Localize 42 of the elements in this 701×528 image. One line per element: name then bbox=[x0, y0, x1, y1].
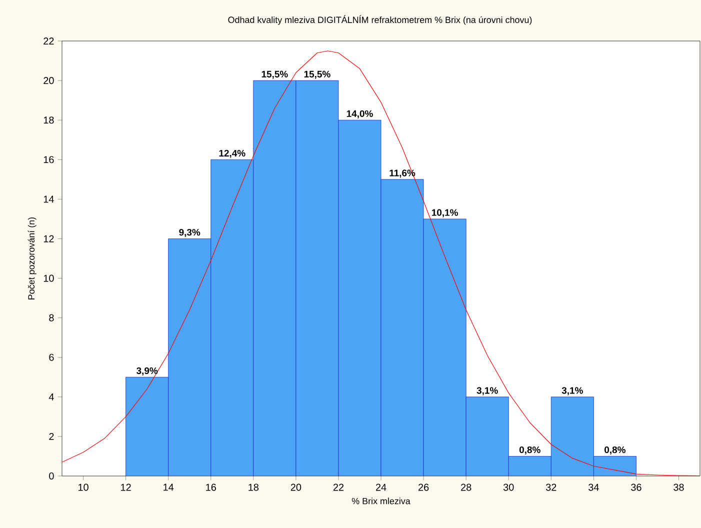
annotation: 0,8% bbox=[519, 446, 540, 455]
y-tick-label: 16 bbox=[44, 156, 54, 164]
y-tick-label: 14 bbox=[44, 196, 54, 203]
x-tick-label: 12 bbox=[121, 484, 131, 491]
annotation: 15,5% bbox=[304, 70, 330, 79]
x-tick-label: 22 bbox=[333, 484, 344, 491]
x-tick-label: 36 bbox=[631, 484, 642, 491]
y-tick-label: 6 bbox=[49, 354, 54, 361]
x-tick-label: 26 bbox=[418, 484, 429, 491]
x-tick-label: 16 bbox=[206, 484, 216, 491]
annotation: 9,3% bbox=[179, 228, 200, 238]
y-tick-label: 10 bbox=[44, 274, 54, 282]
annotation: 10,1% bbox=[432, 209, 458, 218]
x-tick-label: 18 bbox=[248, 484, 259, 491]
annotation: 3,1% bbox=[476, 387, 498, 396]
annotation: 0,8% bbox=[604, 446, 626, 455]
x-tick-label: 30 bbox=[503, 484, 514, 491]
x-tick-label: 24 bbox=[376, 484, 386, 491]
y-tick-label: 0 bbox=[49, 472, 54, 480]
annotation: 15,5% bbox=[262, 70, 288, 79]
y-tick-label: 2 bbox=[49, 432, 54, 440]
x-tick-label: 38 bbox=[674, 484, 684, 491]
y-tick-label: 18 bbox=[44, 116, 54, 124]
annotation: 12,4% bbox=[219, 150, 246, 158]
y-tick-label: 12 bbox=[44, 235, 54, 242]
line-series bbox=[62, 50, 700, 476]
y-tick-label: 4 bbox=[48, 393, 54, 400]
x-tick-label: 28 bbox=[461, 484, 472, 491]
x-tick-label: 14 bbox=[164, 484, 174, 491]
x-tick-label: 10 bbox=[78, 484, 88, 491]
annotation: 14,0% bbox=[346, 110, 373, 118]
annotation: 3,9% bbox=[136, 367, 158, 376]
chart-title: Odhad kvality mleziva DIGITÁLNÍM refraktometrem % Brix (na úrovni chovu) bbox=[228, 15, 532, 25]
y-tick-label: 8 bbox=[49, 314, 54, 322]
x-axis-title: % Brix mleziva bbox=[352, 498, 410, 504]
y-axis-title: Počet pozorování (n) bbox=[28, 217, 36, 300]
x-tick-label: 20 bbox=[290, 484, 302, 491]
y-tick-label: 22 bbox=[44, 38, 54, 44]
x-tick-label: 34 bbox=[588, 484, 599, 491]
annotation: 3,1% bbox=[562, 387, 583, 396]
y-tick-label: 20 bbox=[44, 77, 54, 84]
x-tick-label: 32 bbox=[546, 484, 556, 491]
